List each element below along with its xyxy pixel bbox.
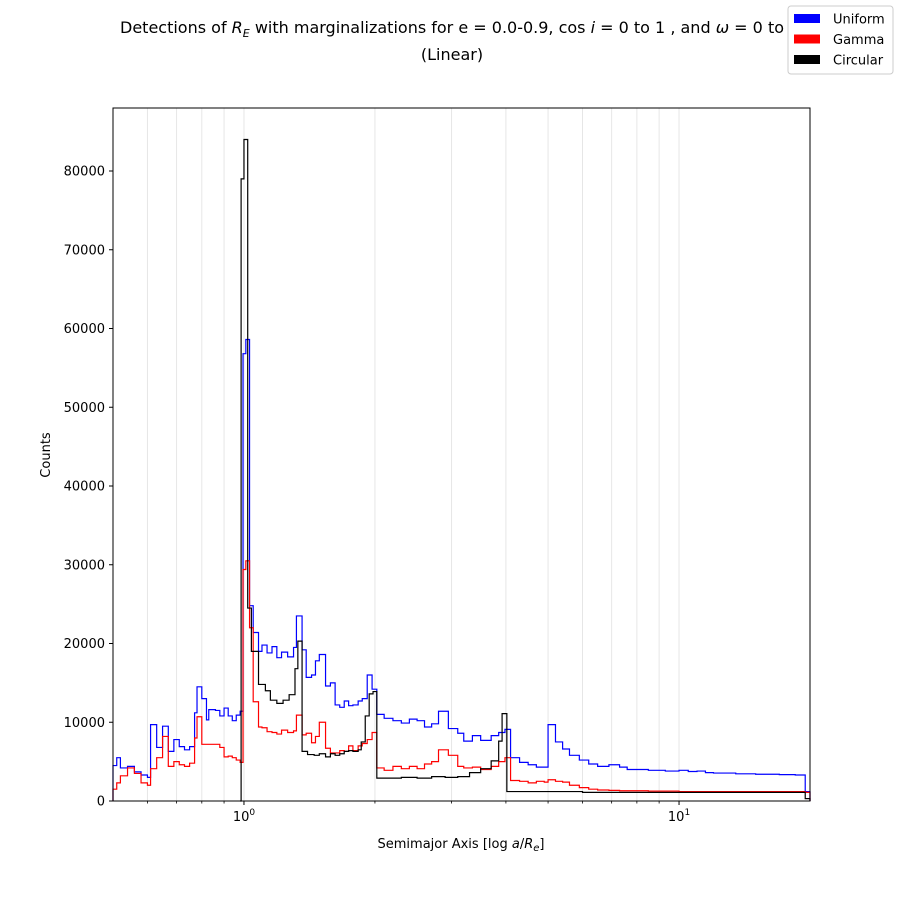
y-tick-label: 60000 [64, 322, 105, 337]
y-tick-label: 10000 [64, 716, 105, 731]
y-tick-label: 70000 [64, 243, 105, 258]
y-tick-label: 50000 [64, 401, 105, 416]
legend-swatch-circular [794, 55, 820, 64]
y-tick-label: 0 [97, 795, 105, 810]
plot-frame [112, 107, 811, 802]
legend-label-circular: Circular [833, 54, 884, 69]
y-tick-label: 20000 [64, 637, 105, 652]
legend-swatch-uniform [794, 14, 820, 23]
series-line-gamma [112, 560, 811, 801]
y-axis: 0 10000 20000 30000 40000 50000 60000 70000 8000… [64, 165, 113, 810]
chart-title-line1: Detections of RE with marginalizations f… [120, 18, 784, 40]
legend-swatch-gamma [794, 34, 820, 44]
series-layer [112, 138, 811, 802]
legend-label-uniform: Uniform [833, 13, 885, 28]
x-tick-label: 101 [668, 808, 690, 825]
y-tick-label: 40000 [64, 480, 105, 495]
x-axis: 100 101 [147, 801, 690, 825]
y-axis-label: Counts [39, 432, 54, 478]
legend-label-gamma: Gamma [833, 33, 884, 48]
y-tick-label: 80000 [64, 165, 105, 180]
legend: Uniform Gamma Circular [787, 5, 894, 75]
x-tick-label: 100 [233, 808, 256, 825]
chart-title-line2: (Linear) [421, 45, 483, 64]
series-line-circular [240, 138, 811, 802]
y-tick-label: 30000 [64, 558, 105, 573]
grid-lines [146, 108, 680, 801]
x-axis-label: Semimajor Axis [log a/Re] [378, 837, 545, 854]
series-line-uniform [112, 338, 811, 801]
